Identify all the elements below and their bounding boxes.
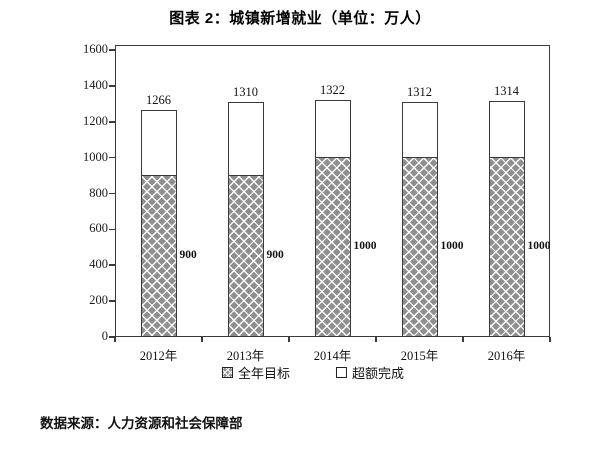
- chart-title: 图表 2：城镇新增就业（单位：万人）: [169, 10, 431, 27]
- y-axis-tick-label: 800: [89, 185, 108, 200]
- legend-item-exceeded: 超额完成: [336, 363, 404, 382]
- legend-marker-hatched-icon: [221, 367, 233, 378]
- x-axis-category-label: 2014年: [313, 349, 352, 363]
- bar-total-label: 1322: [320, 82, 345, 97]
- bar-segment-target: [401, 157, 438, 337]
- bar-total-label: 1310: [233, 85, 258, 100]
- x-axis-category-label: 2012年: [139, 349, 178, 363]
- x-axis-tick-mark: [201, 337, 203, 342]
- bar-segment-exceeded: [314, 99, 351, 158]
- stacked-bar: [488, 101, 525, 337]
- y-axis-tick-mark: [109, 120, 115, 123]
- bar-total-label: 1312: [407, 84, 432, 99]
- y-axis-tick-label: 0: [101, 329, 108, 343]
- bar-segment-target: [140, 175, 177, 337]
- bar-segment-target: [488, 157, 525, 337]
- y-axis-tick-label: 1200: [83, 113, 108, 128]
- y-axis-tick-label: 1000: [83, 149, 108, 164]
- stacked-bar: [314, 99, 351, 337]
- bar-target-value-label: 900: [179, 249, 197, 262]
- bar-total-label: 1314: [494, 84, 519, 99]
- legend-marker-white-icon: [336, 367, 347, 378]
- y-axis-tick-label: 1400: [83, 77, 108, 92]
- x-axis-tick-mark: [462, 337, 464, 342]
- stacked-bar: [227, 102, 264, 337]
- legend-label-target: 全年目标: [237, 366, 290, 381]
- bar-segment-exceeded: [401, 101, 438, 158]
- y-axis-tick-label: 1600: [83, 42, 108, 56]
- y-axis-tick-mark: [109, 192, 115, 195]
- legend-label-exceeded: 超额完成: [352, 366, 405, 381]
- bar-segment-exceeded: [488, 101, 525, 158]
- bar-segment-exceeded: [140, 109, 177, 176]
- bar-target-value-label: 1000: [353, 240, 377, 253]
- legend-item-target: 全年目标: [221, 363, 290, 382]
- bar-target-value-label: 1000: [527, 240, 551, 253]
- y-axis-tick-mark: [109, 228, 115, 231]
- y-axis-tick-mark: [109, 300, 115, 302]
- x-axis-category-label: 2016年: [487, 349, 526, 363]
- y-axis-tick-label: 400: [89, 257, 108, 272]
- x-axis-category-label: 2013年: [226, 349, 265, 363]
- bar-target-value-label: 1000: [440, 240, 464, 253]
- x-axis-tick-mark: [288, 337, 290, 342]
- x-axis-tick-mark: [375, 337, 377, 342]
- stacked-bar: [140, 109, 177, 337]
- x-axis-tick-mark: [549, 337, 551, 342]
- y-axis-tick-mark: [109, 85, 115, 87]
- x-axis-category-label: 2015年: [400, 349, 439, 363]
- y-axis-tick-mark: [109, 156, 115, 159]
- y-axis-tick-label: 600: [89, 221, 108, 236]
- legend: 全年目标 超额完成: [221, 363, 404, 382]
- data-source-note: 数据来源：人力资源和社会保障部: [40, 416, 243, 431]
- y-axis-tick-mark: [109, 336, 115, 338]
- bar-total-label: 1266: [146, 92, 171, 107]
- bar-segment-target: [314, 157, 351, 337]
- bar-target-value-label: 900: [266, 249, 284, 262]
- x-axis-tick-mark: [114, 337, 116, 342]
- y-axis-tick-label: 200: [89, 293, 108, 308]
- stacked-bar: [401, 101, 438, 337]
- y-axis-tick-mark: [109, 264, 115, 267]
- y-axis-tick-mark: [109, 49, 115, 51]
- bar-segment-exceeded: [227, 102, 264, 176]
- bar-segment-target: [227, 175, 264, 337]
